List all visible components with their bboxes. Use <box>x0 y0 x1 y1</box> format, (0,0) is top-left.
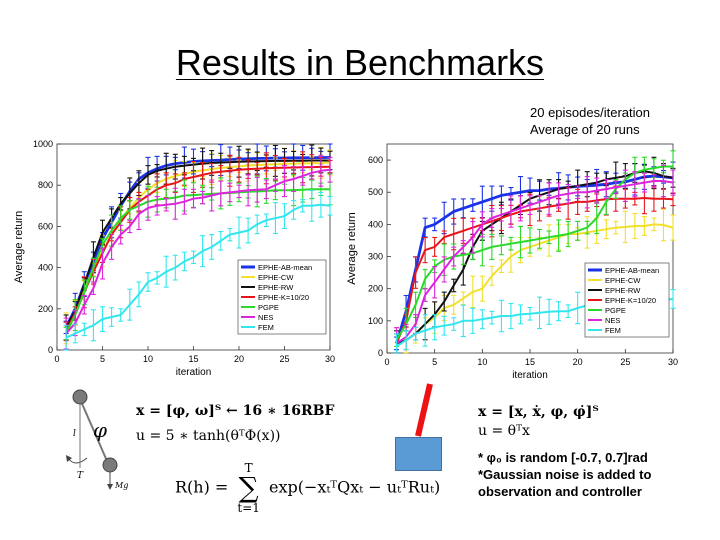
x-tick-label: 0 <box>384 357 389 367</box>
torque-label: T <box>77 471 84 481</box>
y-tick-label: 500 <box>368 187 383 197</box>
legend-label: EPHE-K=10/20 <box>258 293 309 302</box>
legend-label: FEM <box>258 323 274 332</box>
y-tick-label: 0 <box>48 345 53 355</box>
angle-symbol: φ <box>93 418 108 442</box>
x-tick-label: 20 <box>573 357 583 367</box>
reward-formula: R(h) = T ∑ t=1 exp(−xₜᵀQxₜ − uₜᵀRuₜ) <box>175 462 440 514</box>
right-state-formula: x = [x, ẋ, φ, φ̇]ᵀ <box>478 404 599 420</box>
y-tick-label: 200 <box>368 284 383 294</box>
x-axis-label: iteration <box>176 367 212 378</box>
legend-label: EPHE-CW <box>258 273 294 282</box>
legend-label: EPHE-K=10/20 <box>605 296 656 305</box>
x-tick-label: 20 <box>234 354 244 364</box>
series-line <box>65 168 331 335</box>
pendulum-diagram: l T Mg <box>66 389 128 490</box>
x-tick-label: 10 <box>477 357 487 367</box>
series-nes <box>394 164 676 354</box>
x-axis-label: iteration <box>512 370 548 381</box>
right-chart: 0 5 10 15 20 25 300100200300400500600iteration… <box>346 143 678 381</box>
y-axis-label: Average return <box>346 212 358 285</box>
note-initial-angle: * φ₀ is random [-0.7, 0.7]rad <box>478 450 648 465</box>
y-tick-label: 0 <box>378 348 383 358</box>
series-line <box>65 203 331 339</box>
left-chart: 0 5 10 15 20 25 30 0 200 400 600 800 1000 iteration Av… <box>13 139 335 378</box>
legend-label: EPHE-AB-mean <box>258 263 312 272</box>
x-tick-label: 25 <box>620 357 630 367</box>
note-noise: *Gaussian noise is added to <box>478 467 652 482</box>
x-tick-label: 15 <box>188 354 198 364</box>
notes-list: * φ₀ is random [-0.7, 0.7]rad *Gaussian … <box>478 449 651 500</box>
y-tick-label: 400 <box>368 219 383 229</box>
legend: EPHE-AB-meanEPHE-CWEPHE-RWEPHE-K=10/20PG… <box>237 259 327 335</box>
series-pgpe <box>394 150 676 347</box>
x-tick-label: 25 <box>279 354 289 364</box>
y-tick-label: 400 <box>38 263 53 273</box>
legend-label: EPHE-CW <box>605 276 641 285</box>
series-line <box>396 223 674 345</box>
series-line <box>395 197 674 344</box>
torque-arrowhead-icon <box>66 455 72 462</box>
series-line <box>396 170 674 345</box>
legend-label: PGPE <box>258 303 279 312</box>
legend-label: EPHE-AB-mean <box>605 266 659 275</box>
y-tick-label: 800 <box>38 180 53 190</box>
series-line <box>395 180 674 345</box>
y-tick-label: 1000 <box>33 139 53 149</box>
y-tick-label: 200 <box>38 304 53 314</box>
legend-label: NES <box>605 316 620 325</box>
x-tick-label: 5 <box>432 357 437 367</box>
series-nes <box>63 154 333 350</box>
weight-label: Mg <box>114 481 128 490</box>
reward-body: exp(−xₜᵀQxₜ − uₜᵀRuₜ) <box>269 477 441 497</box>
sum-symbol: T ∑ t=1 <box>237 462 260 514</box>
sigma-icon: ∑ <box>238 471 259 504</box>
pendulum-rod <box>79 398 108 462</box>
legend-label: EPHE-RW <box>605 286 641 295</box>
series-line <box>65 188 330 334</box>
x-tick-label: 5 <box>100 354 105 364</box>
series-line <box>65 159 330 328</box>
pendulum-mass <box>102 457 118 473</box>
series-line <box>65 165 331 332</box>
y-tick-label: 600 <box>368 155 383 165</box>
legend: EPHE-AB-meanEPHE-CWEPHE-RWEPHE-K=10/20PG… <box>584 262 670 338</box>
experiment-note: 20 episodes/iteration Average of 20 runs <box>530 104 650 138</box>
x-tick-label: 10 <box>143 354 153 364</box>
legend-label: PGPE <box>605 306 626 315</box>
x-tick-label: 30 <box>668 357 678 367</box>
legend-label: NES <box>258 313 273 322</box>
length-label: l <box>73 429 76 439</box>
series-fem <box>63 189 333 351</box>
x-tick-label: 15 <box>525 357 535 367</box>
x-tick-label: 0 <box>54 354 59 364</box>
series-line <box>395 174 674 344</box>
note-episodes: 20 episodes/iteration <box>530 105 650 120</box>
y-tick-label: 100 <box>368 316 383 326</box>
series-line <box>395 165 673 341</box>
x-tick-label: 30 <box>325 354 335 364</box>
left-control-formula: u = 5 ∗ tanh(θᵀΦ(x)) <box>136 428 281 444</box>
sum-lower-limit: t=1 <box>237 501 260 515</box>
legend-label: EPHE-RW <box>258 283 294 292</box>
note-noise-cont: observation and controller <box>478 484 642 499</box>
reward-lhs: R(h) = <box>175 477 229 497</box>
y-tick-label: 300 <box>368 252 383 262</box>
left-state-formula: x = [φ, ω]ᵀ ← 16 ∗ 16RBF <box>136 403 335 419</box>
sum-upper-limit: T <box>244 461 253 475</box>
y-tick-label: 600 <box>38 221 53 231</box>
y-axis-label: Average return <box>13 211 25 284</box>
right-control-formula: u = θᵀx <box>478 423 530 439</box>
cart-block <box>395 437 442 471</box>
slide-title: Results in Benchmarks <box>175 42 545 83</box>
pendulum-pivot <box>72 389 88 405</box>
note-runs: Average of 20 runs <box>530 122 640 137</box>
cartpole-pole <box>415 383 433 437</box>
gravity-arrowhead-icon <box>107 484 113 490</box>
legend-label: FEM <box>605 326 621 335</box>
